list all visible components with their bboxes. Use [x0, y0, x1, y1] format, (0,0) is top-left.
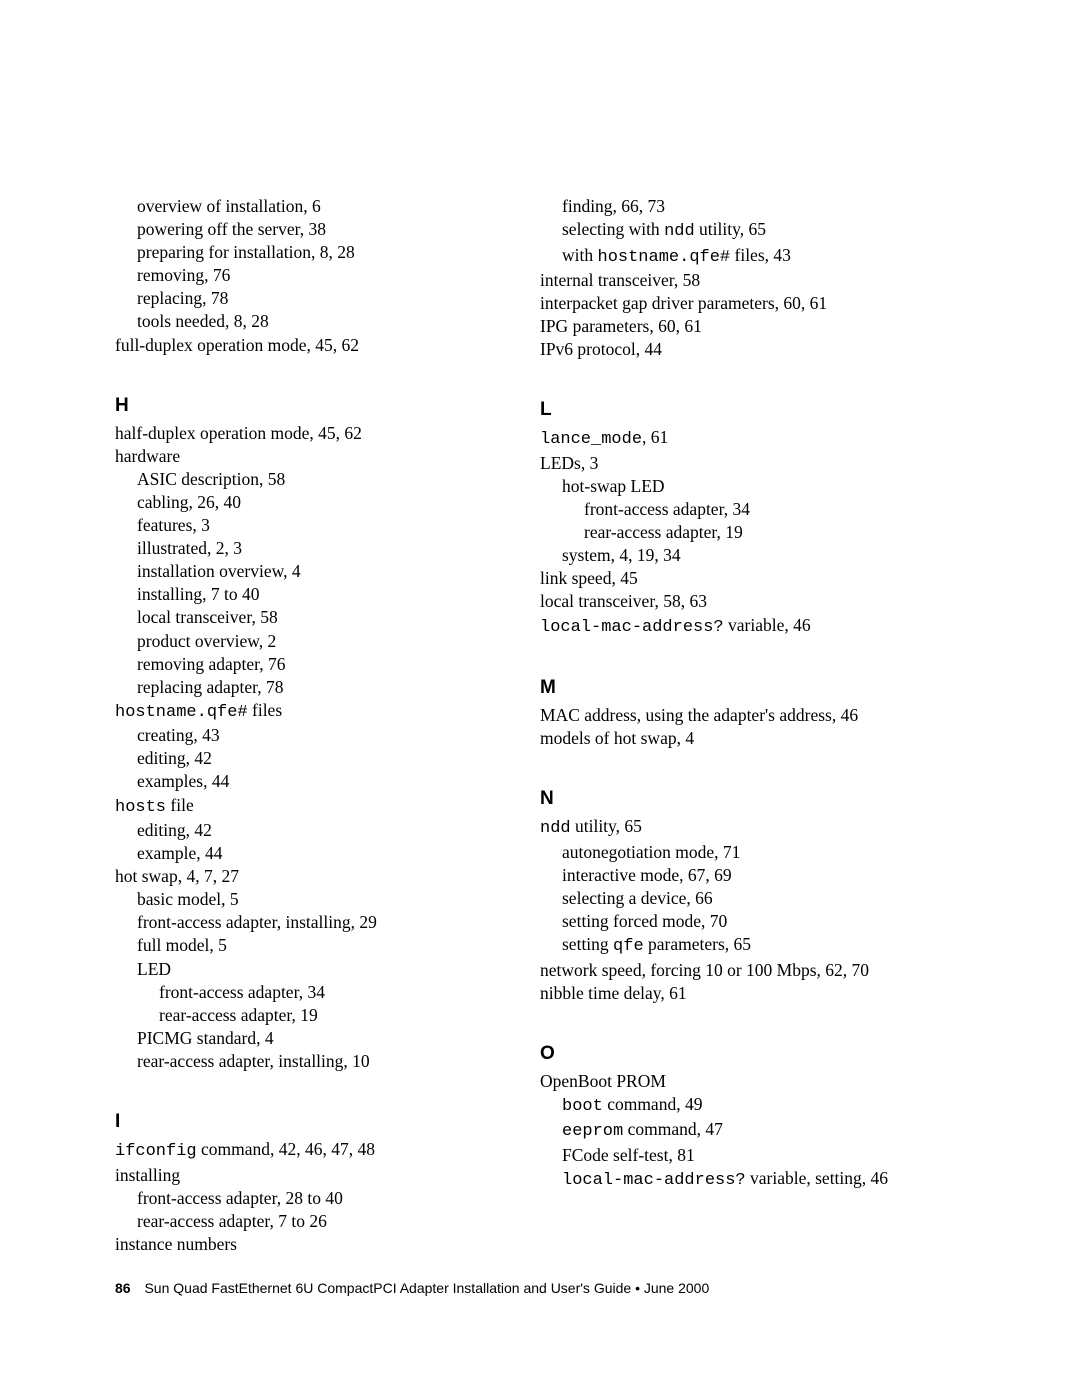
section-heading: M	[540, 675, 935, 700]
left-column: overview of installation, 6powering off …	[115, 195, 510, 1256]
index-entry: installation overview, 4	[137, 560, 510, 583]
index-entry: ifconfig command, 42, 46, 47, 48	[115, 1138, 510, 1163]
index-entry: eeprom command, 47	[562, 1118, 935, 1143]
index-entry: hostname.qfe# files	[115, 699, 510, 724]
index-entry: tools needed, 8, 28	[137, 310, 510, 333]
index-entry: front-access adapter, 34	[159, 981, 510, 1004]
index-entry: preparing for installation, 8, 28	[137, 241, 510, 264]
index-entry: with hostname.qfe# files, 43	[562, 244, 935, 269]
index-entry: LEDs, 3	[540, 452, 935, 475]
index-entry: cabling, 26, 40	[137, 491, 510, 514]
index-entry: editing, 42	[137, 747, 510, 770]
index-entry: creating, 43	[137, 724, 510, 747]
index-entry: models of hot swap, 4	[540, 727, 935, 750]
index-entry: editing, 42	[137, 819, 510, 842]
index-entry: illustrated, 2, 3	[137, 537, 510, 560]
index-entry: full model, 5	[137, 934, 510, 957]
index-entry: hardware	[115, 445, 510, 468]
index-entry: lance_mode, 61	[540, 426, 935, 451]
index-entry: ASIC description, 58	[137, 468, 510, 491]
index-entry: hot swap, 4, 7, 27	[115, 865, 510, 888]
index-entry: nibble time delay, 61	[540, 982, 935, 1005]
section-heading: I	[115, 1109, 510, 1134]
index-entry: local-mac-address? variable, 46	[540, 614, 935, 639]
index-entry: hosts file	[115, 794, 510, 819]
section-heading: O	[540, 1041, 935, 1066]
index-entry: rear-access adapter, 7 to 26	[137, 1210, 510, 1233]
index-entry: IPG parameters, 60, 61	[540, 315, 935, 338]
index-entry: half-duplex operation mode, 45, 62	[115, 422, 510, 445]
index-entry: rear-access adapter, 19	[584, 521, 935, 544]
index-entry: internal transceiver, 58	[540, 269, 935, 292]
index-entry: local-mac-address? variable, setting, 46	[562, 1167, 935, 1192]
index-entry: interpacket gap driver parameters, 60, 6…	[540, 292, 935, 315]
index-entry: front-access adapter, installing, 29	[137, 911, 510, 934]
index-entry: FCode self-test, 81	[562, 1144, 935, 1167]
section-heading: H	[115, 393, 510, 418]
index-entry: examples, 44	[137, 770, 510, 793]
index-entry: installing	[115, 1164, 510, 1187]
index-entry: front-access adapter, 34	[584, 498, 935, 521]
index-entry: PICMG standard, 4	[137, 1027, 510, 1050]
index-entry: instance numbers	[115, 1233, 510, 1256]
index-entry: product overview, 2	[137, 630, 510, 653]
right-column: finding, 66, 73selecting with ndd utilit…	[540, 195, 935, 1256]
index-entry: link speed, 45	[540, 567, 935, 590]
index-entry: finding, 66, 73	[562, 195, 935, 218]
index-entry: removing adapter, 76	[137, 653, 510, 676]
index-entry: autonegotiation mode, 71	[562, 841, 935, 864]
index-entry: example, 44	[137, 842, 510, 865]
index-entry: setting qfe parameters, 65	[562, 933, 935, 958]
index-entry: rear-access adapter, 19	[159, 1004, 510, 1027]
index-entry: system, 4, 19, 34	[562, 544, 935, 567]
index-entry: network speed, forcing 10 or 100 Mbps, 6…	[540, 959, 935, 982]
index-entry: MAC address, using the adapter's address…	[540, 704, 935, 727]
index-entry: IPv6 protocol, 44	[540, 338, 935, 361]
index-entry: replacing, 78	[137, 287, 510, 310]
index-entry: powering off the server, 38	[137, 218, 510, 241]
section-heading: N	[540, 786, 935, 811]
footer: 86 Sun Quad FastEthernet 6U CompactPCI A…	[115, 1280, 709, 1296]
index-entry: full-duplex operation mode, 45, 62	[115, 334, 510, 357]
index-entry: local transceiver, 58, 63	[540, 590, 935, 613]
index-entry: selecting with ndd utility, 65	[562, 218, 935, 243]
index-entry: setting forced mode, 70	[562, 910, 935, 933]
index-entry: basic model, 5	[137, 888, 510, 911]
index-entry: interactive mode, 67, 69	[562, 864, 935, 887]
index-entry: features, 3	[137, 514, 510, 537]
index-entry: LED	[137, 958, 510, 981]
index-entry: local transceiver, 58	[137, 606, 510, 629]
index-entry: OpenBoot PROM	[540, 1070, 935, 1093]
index-entry: front-access adapter, 28 to 40	[137, 1187, 510, 1210]
footer-title: Sun Quad FastEthernet 6U CompactPCI Adap…	[144, 1280, 709, 1296]
index-entry: selecting a device, 66	[562, 887, 935, 910]
index-entry: rear-access adapter, installing, 10	[137, 1050, 510, 1073]
index-entry: overview of installation, 6	[137, 195, 510, 218]
index-entry: replacing adapter, 78	[137, 676, 510, 699]
index-entry: removing, 76	[137, 264, 510, 287]
index-entry: installing, 7 to 40	[137, 583, 510, 606]
section-heading: L	[540, 397, 935, 422]
index-entry: ndd utility, 65	[540, 815, 935, 840]
index-entry: boot command, 49	[562, 1093, 935, 1118]
page-number: 86	[115, 1280, 131, 1296]
index-entry: hot-swap LED	[562, 475, 935, 498]
